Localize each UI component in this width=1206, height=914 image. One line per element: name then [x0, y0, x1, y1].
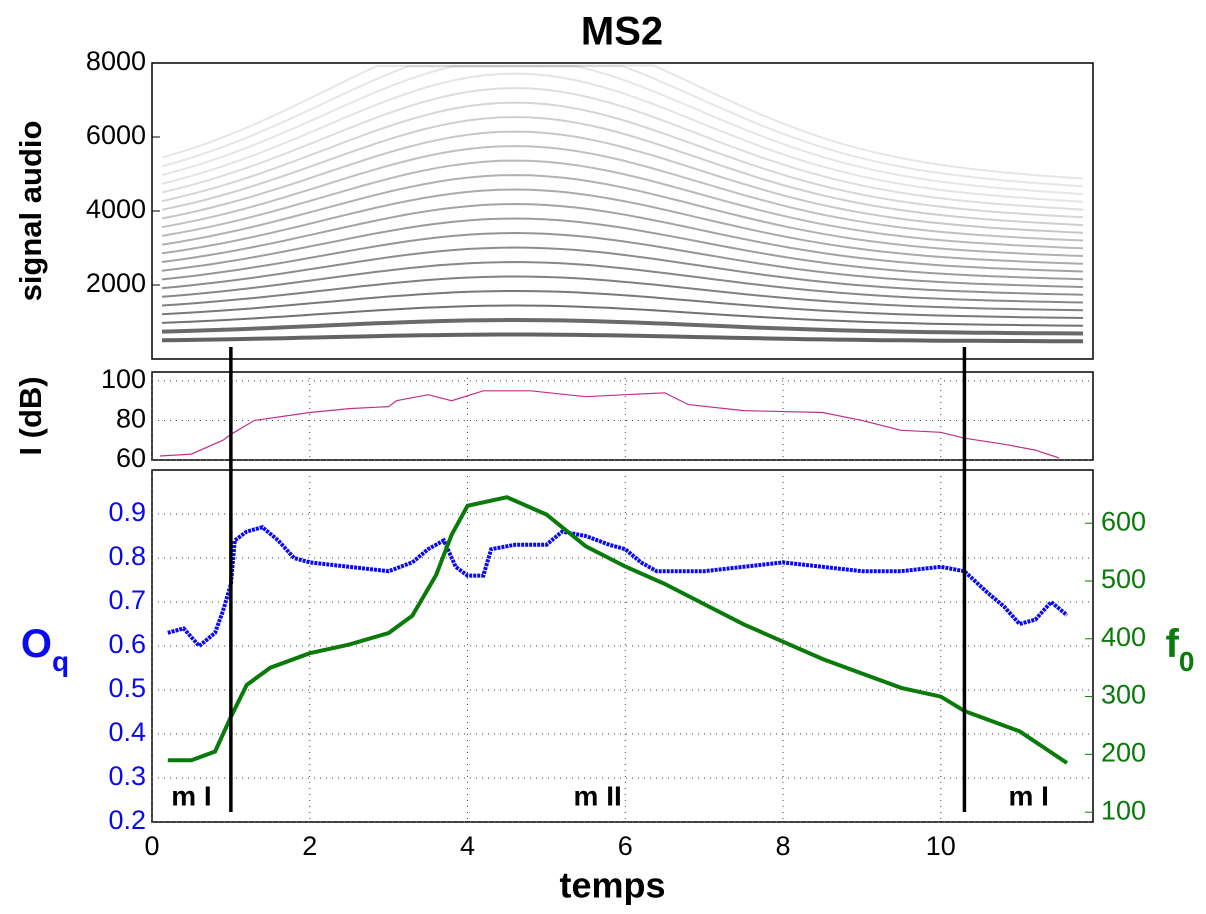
series-line: [167, 524, 1069, 649]
spectrogram-harmonic: [161, 246, 1084, 296]
x-tick-label: 4: [460, 831, 475, 861]
axis-label: f0: [1166, 622, 1195, 678]
spectrogram-harmonic: [161, 159, 1084, 250]
label-sub: q: [52, 646, 69, 677]
y-tick-label: 60: [116, 443, 146, 473]
y-tick-label: 80: [116, 404, 146, 434]
spectrogram-harmonic: [161, 65, 1084, 196]
y-tick-label: 0.8: [108, 541, 146, 571]
y-tick-label: 100: [101, 364, 146, 394]
y-tick-label: 8000: [86, 46, 146, 76]
x-tick-label: 8: [775, 831, 790, 861]
y2-tick-label: 600: [1101, 506, 1146, 536]
spectrogram-harmonic: [161, 130, 1084, 234]
plot-frame: [151, 469, 1094, 823]
y2-tick-label: 200: [1101, 737, 1146, 767]
spectrogram-texture: [161, 64, 1084, 344]
axis-label: temps: [559, 865, 665, 906]
y2-tick-label: 300: [1101, 680, 1146, 710]
y-tick-label: 0.4: [108, 717, 146, 747]
label-sub: 0: [1179, 646, 1195, 677]
spectrogram-harmonic: [161, 217, 1084, 281]
spectrogram-harmonic: [161, 304, 1084, 327]
y-tick-label: 0.7: [108, 585, 146, 615]
label-main: O: [21, 622, 52, 666]
chart-title: MS2: [581, 10, 663, 54]
spectrogram-harmonic: [161, 231, 1084, 288]
spectrogram-harmonic: [161, 101, 1084, 219]
axis-label: signal audio: [13, 121, 48, 302]
spectrogram-harmonic: [161, 87, 1084, 211]
x-tick-label: 2: [302, 831, 317, 861]
spectrogram-harmonic: [161, 65, 1084, 188]
series-line: [167, 495, 1069, 765]
region-label: m I: [171, 780, 211, 811]
y-tick-label: 0.3: [108, 761, 146, 791]
axis-label: I (dB): [13, 376, 48, 455]
spectrogram-harmonic: [161, 174, 1084, 257]
spectrogram-harmonic: [161, 275, 1084, 312]
spectrogram-harmonic: [161, 289, 1084, 319]
y-tick-label: 2000: [86, 268, 146, 298]
spectrogram-harmonic: [161, 145, 1084, 242]
spectrogram-harmonic: [161, 317, 1084, 336]
spectrogram-harmonic: [161, 116, 1084, 227]
spectrogram-harmonic: [161, 72, 1084, 203]
spectrogram-harmonic: [161, 202, 1084, 273]
y2-tick-label: 100: [1101, 795, 1146, 825]
spectrogram-harmonic: [161, 64, 1084, 180]
y2-tick-label: 400: [1101, 622, 1146, 652]
spectrogram-harmonic: [161, 260, 1084, 304]
region-label: m I: [1008, 780, 1048, 811]
series-line: [159, 390, 1060, 459]
plot-frame: [151, 371, 1094, 461]
x-tick-label: 0: [144, 831, 159, 861]
y-tick-label: 0.6: [108, 629, 146, 659]
y-tick-label: 0.2: [108, 805, 146, 835]
y2-tick-label: 500: [1101, 564, 1146, 594]
region-label: m II: [574, 780, 622, 811]
x-tick-label: 6: [618, 831, 633, 861]
label-main: f: [1166, 622, 1180, 666]
y-tick-label: 6000: [86, 120, 146, 150]
spectrogram-harmonic: [161, 332, 1084, 344]
axis-label: Oq: [21, 622, 69, 678]
y-tick-label: 0.9: [108, 497, 146, 527]
y-tick-label: 4000: [86, 194, 146, 224]
x-tick-label: 10: [926, 831, 956, 861]
spectrogram-harmonic: [161, 188, 1084, 265]
y-tick-label: 0.5: [108, 673, 146, 703]
